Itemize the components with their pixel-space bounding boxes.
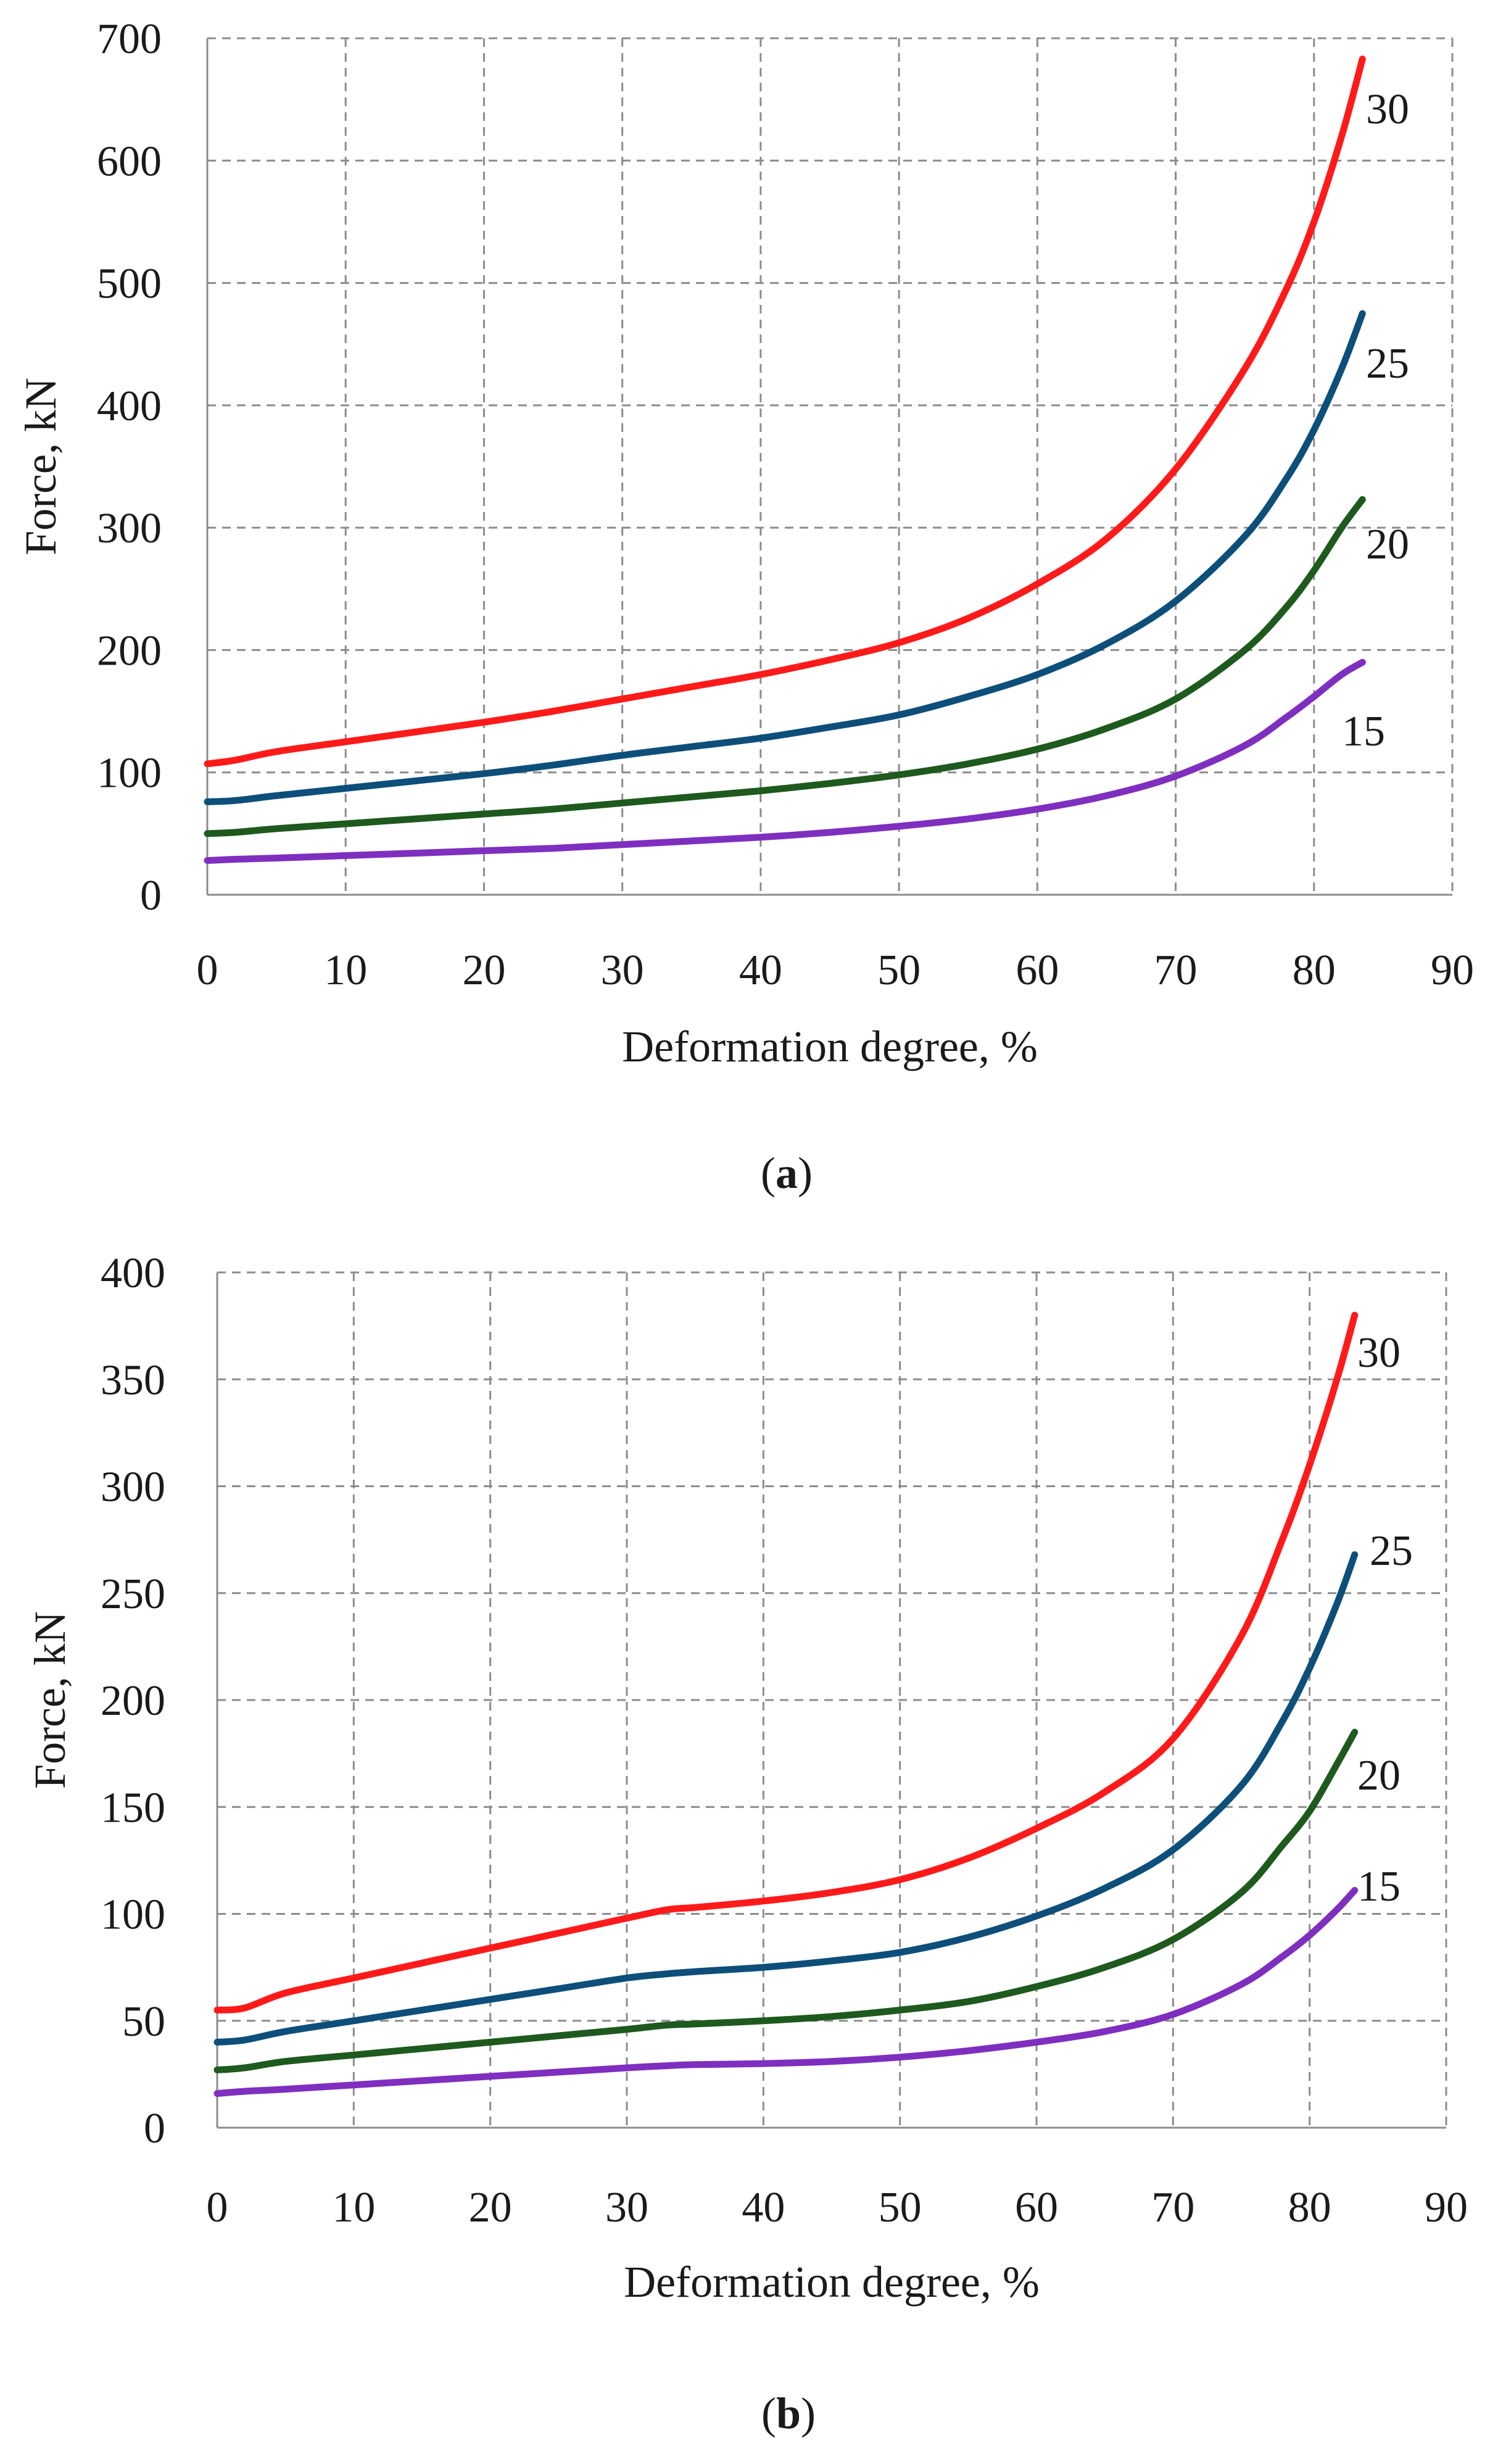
y-tick-label: 150 <box>101 1784 165 1831</box>
panel-caption: (b) <box>761 2389 816 2438</box>
series-line-20 <box>204 496 1366 837</box>
series-line-30 <box>213 1311 1359 2014</box>
caption-letter: b <box>776 2389 801 2438</box>
series-line-30 <box>204 56 1366 768</box>
y-tick-label: 250 <box>101 1570 165 1618</box>
x-tick-label: 40 <box>742 2184 785 2231</box>
caption-close-paren: ) <box>801 2389 816 2438</box>
series-label-20: 20 <box>1366 521 1409 568</box>
x-tick-label: 70 <box>1154 947 1198 994</box>
x-tick-label: 90 <box>1431 947 1474 994</box>
y-tick-label: 400 <box>97 383 162 430</box>
x-tick-label: 70 <box>1151 2184 1194 2231</box>
y-tick-label: 300 <box>101 1464 165 1511</box>
x-tick-label: 80 <box>1293 947 1336 994</box>
series-label-15: 15 <box>1342 708 1385 755</box>
panel-caption: (a) <box>761 1148 813 1198</box>
x-tick-label: 30 <box>601 947 644 994</box>
caption-letter: a <box>776 1148 798 1198</box>
x-tick-label: 60 <box>1016 947 1059 994</box>
series-label-30: 30 <box>1357 1329 1401 1377</box>
y-axis-label: Force, kN <box>16 378 65 555</box>
y-tick-label: 500 <box>97 260 162 308</box>
chart-panel-a: 0 10 20 30 40 50 60 70 80 90 0 100 200 300 400 500 600 70… <box>16 15 1474 1198</box>
caption-open-paren: ( <box>761 1148 776 1198</box>
x-tick-label: 90 <box>1425 2184 1468 2231</box>
x-tick-label: 10 <box>324 947 367 994</box>
y-tick-label: 600 <box>97 138 162 185</box>
y-tick-label: 50 <box>122 1998 165 2046</box>
x-axis-label: Deformation degree, % <box>622 1022 1038 1071</box>
y-tick-label: 0 <box>140 872 162 919</box>
x-tick-label: 10 <box>332 2184 375 2231</box>
x-tick-label: 50 <box>879 2184 922 2231</box>
x-axis-label: Deformation degree, % <box>624 2257 1040 2307</box>
series-label-30: 30 <box>1366 86 1409 133</box>
y-tick-label: 100 <box>97 750 162 797</box>
series-line-15 <box>213 1886 1359 2097</box>
x-tick-label: 30 <box>605 2184 648 2231</box>
y-tick-label: 0 <box>144 2105 165 2152</box>
x-tick-label: 20 <box>469 2184 512 2231</box>
caption-close-paren: ) <box>798 1148 813 1198</box>
y-tick-label: 300 <box>97 505 162 552</box>
x-tick-label: 0 <box>207 2184 228 2231</box>
x-tick-label: 50 <box>877 947 921 994</box>
y-tick-label: 700 <box>97 15 162 63</box>
x-tick-label: 80 <box>1288 2184 1331 2231</box>
series-line-15 <box>204 658 1366 864</box>
series-line-20 <box>213 1728 1359 2073</box>
series-label-15: 15 <box>1357 1863 1401 1910</box>
caption-open-paren: ( <box>761 2389 776 2438</box>
series-line-25 <box>213 1551 1359 2046</box>
series-label-20: 20 <box>1357 1752 1401 1799</box>
x-tick-label: 20 <box>462 947 505 994</box>
y-tick-label: 100 <box>101 1891 165 1939</box>
series-label-25: 25 <box>1366 340 1409 388</box>
series-label-25: 25 <box>1370 1527 1413 1575</box>
y-tick-label: 200 <box>101 1677 165 1725</box>
y-axis-label: Force, kN <box>25 1611 75 1789</box>
x-tick-label: 0 <box>197 947 218 994</box>
x-tick-label: 40 <box>739 947 782 994</box>
series-line-25 <box>204 310 1366 805</box>
x-tick-label: 60 <box>1015 2184 1058 2231</box>
y-tick-label: 200 <box>97 627 162 674</box>
y-tick-label: 400 <box>101 1250 165 1297</box>
y-tick-label: 350 <box>101 1356 165 1404</box>
chart-panel-b: 0 10 20 30 40 50 60 70 80 90 0 50 100 150 200 250 300 350… <box>25 1250 1468 2438</box>
